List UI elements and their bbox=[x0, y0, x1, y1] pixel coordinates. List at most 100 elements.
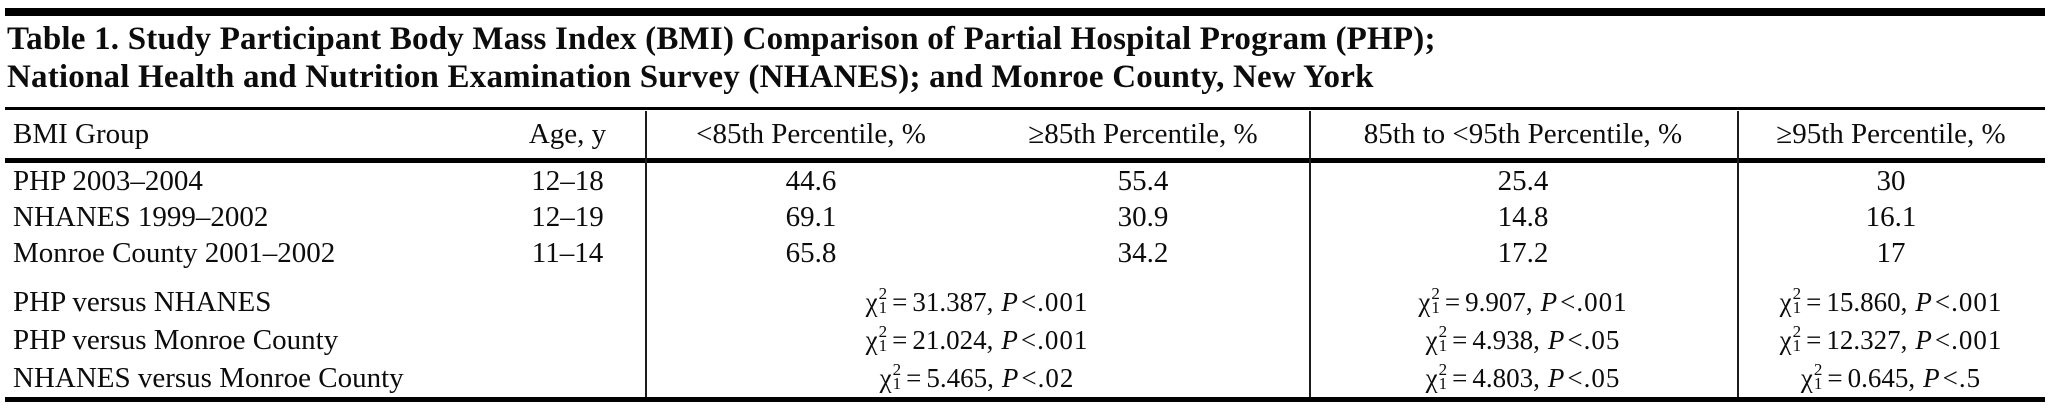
row-nhanes-ge95: 16.1 bbox=[1865, 200, 1917, 233]
bmi-comparison-table: BMI Group Age, y <85th Percentile, % ≥85… bbox=[5, 111, 2045, 397]
p-label: P bbox=[1001, 362, 1019, 393]
chi-square-value: 12.327 bbox=[1826, 324, 1901, 355]
row-monroe-85to95: 17.2 bbox=[1497, 236, 1549, 269]
row-php-85to95: 25.4 bbox=[1497, 164, 1549, 197]
table-title-line1: Table 1. Study Participant Body Mass Ind… bbox=[7, 21, 1436, 57]
chi-superscript: 2 bbox=[878, 322, 888, 341]
column-header-bmi-group: BMI Group bbox=[13, 118, 150, 150]
p-value: <.001 bbox=[1020, 324, 1089, 355]
p-value: <.001 bbox=[1934, 324, 2003, 355]
equals-sign: = bbox=[1827, 362, 1843, 393]
top-rule-bar bbox=[5, 8, 2045, 16]
chi-square-value: 31.387 bbox=[912, 286, 987, 317]
chi-superscript: 2 bbox=[1792, 284, 1802, 303]
equals-sign: = bbox=[1806, 324, 1822, 355]
p-value: <.5 bbox=[1942, 362, 1982, 393]
row-php-age: 12–18 bbox=[531, 164, 604, 197]
chi-square-stat: χ 2 1 = 9.907, P <.001 bbox=[1418, 284, 1628, 317]
column-divider-ge85-85to95 bbox=[1309, 111, 1311, 397]
chi-subscript: 1 bbox=[1792, 336, 1802, 355]
comparison-php-vs-nhanes-label: PHP versus NHANES bbox=[13, 285, 272, 318]
chi-square-value: 4.803 bbox=[1472, 362, 1534, 393]
bottom-rule bbox=[5, 397, 2045, 402]
chi-subscript: 1 bbox=[1431, 298, 1440, 317]
row-php-lt85: 44.6 bbox=[785, 164, 837, 197]
section-gap bbox=[5, 271, 2045, 283]
chi-square-stat: χ 2 1 = 15.860, P <.001 bbox=[1779, 284, 2003, 317]
equals-sign: = bbox=[1452, 362, 1468, 393]
chi-subscript: 1 bbox=[1813, 374, 1823, 393]
chi-square-value: 21.024 bbox=[912, 324, 987, 355]
chi-superscript: 2 bbox=[1438, 322, 1448, 341]
comparison-php-vs-monroe-label: PHP versus Monroe County bbox=[13, 323, 339, 356]
row-nhanes-lt85: 69.1 bbox=[785, 200, 837, 233]
chi-superscript: 2 bbox=[892, 360, 902, 379]
chi-square-value: 15.860 bbox=[1826, 286, 1901, 317]
chi-square-stat: χ 2 1 = 21.024, P <.001 bbox=[865, 322, 1089, 355]
column-header-85-to-95-percentile: 85th to <95th Percentile, % bbox=[1363, 118, 1683, 150]
chi-superscript: 2 bbox=[878, 284, 888, 303]
row-php-group-label: PHP 2003–2004 bbox=[13, 164, 203, 197]
chi-subscript: 1 bbox=[892, 374, 902, 393]
p-value: <.001 bbox=[1020, 286, 1089, 317]
chi-square-stat: χ 2 1 = 31.387, P <.001 bbox=[865, 284, 1089, 317]
chi-square-value: 5.465 bbox=[926, 362, 988, 393]
table-title: Table 1. Study Participant Body Mass Ind… bbox=[7, 20, 1436, 96]
chi-square-stat: χ 2 1 = 4.938, P <.05 bbox=[1425, 322, 1621, 355]
row-monroe-ge85: 34.2 bbox=[1117, 236, 1169, 269]
row-php-ge95: 30 bbox=[1876, 164, 1906, 197]
chi-square-value: 4.938 bbox=[1472, 324, 1534, 355]
column-divider-85to95-ge95 bbox=[1737, 111, 1739, 397]
chi-superscript: 2 bbox=[1792, 322, 1802, 341]
p-label: P bbox=[1547, 362, 1565, 393]
p-value: <.001 bbox=[1934, 286, 2003, 317]
chi-superscript: 2 bbox=[1813, 360, 1823, 379]
column-header-ge95-percentile: ≥95th Percentile, % bbox=[1776, 118, 2006, 150]
row-monroe-lt85: 65.8 bbox=[785, 236, 837, 269]
p-label: P bbox=[1001, 286, 1018, 317]
equals-sign: = bbox=[1444, 286, 1461, 317]
chi-square-stat: χ 2 1 = 5.465, P <.02 bbox=[879, 360, 1075, 393]
row-monroe-ge95: 17 bbox=[1876, 236, 1906, 269]
row-php-ge85: 55.4 bbox=[1117, 164, 1169, 197]
p-value: <.05 bbox=[1567, 362, 1621, 393]
p-value: <.001 bbox=[1560, 286, 1628, 317]
row-monroe-group-label: Monroe County 2001–2002 bbox=[13, 236, 336, 269]
chi-subscript: 1 bbox=[1438, 374, 1448, 393]
chi-subscript: 1 bbox=[1438, 336, 1448, 355]
p-label: P bbox=[1001, 324, 1018, 355]
row-nhanes-ge85: 30.9 bbox=[1117, 200, 1169, 233]
column-header-age: Age, y bbox=[528, 118, 607, 150]
p-label: P bbox=[1915, 324, 1932, 355]
header-divider-rule bbox=[5, 158, 2045, 163]
chi-square-stat: χ 2 1 = 4.803, P <.05 bbox=[1425, 360, 1621, 393]
equals-sign: = bbox=[892, 286, 908, 317]
chi-square-stat: χ 2 1 = 0.645, P <.5 bbox=[1800, 360, 1982, 393]
row-monroe-age: 11–14 bbox=[531, 236, 604, 269]
p-value: <.02 bbox=[1021, 362, 1075, 393]
p-value: <.05 bbox=[1567, 324, 1621, 355]
chi-subscript: 1 bbox=[1792, 298, 1802, 317]
p-label: P bbox=[1915, 286, 1932, 317]
comparison-nhanes-vs-monroe-label: NHANES versus Monroe County bbox=[13, 361, 404, 394]
equals-sign: = bbox=[906, 362, 922, 393]
p-label: P bbox=[1547, 324, 1565, 355]
chi-square-value: 9.907 bbox=[1465, 286, 1526, 317]
row-nhanes-age: 12–19 bbox=[531, 200, 604, 233]
column-divider-age-lt85 bbox=[645, 111, 647, 397]
equals-sign: = bbox=[892, 324, 908, 355]
chi-square-value: 0.645 bbox=[1847, 362, 1909, 393]
title-divider-rule bbox=[5, 107, 2045, 110]
column-header-ge85-percentile: ≥85th Percentile, % bbox=[1028, 118, 1258, 150]
table-title-line2: National Health and Nutrition Examinatio… bbox=[7, 59, 1374, 95]
